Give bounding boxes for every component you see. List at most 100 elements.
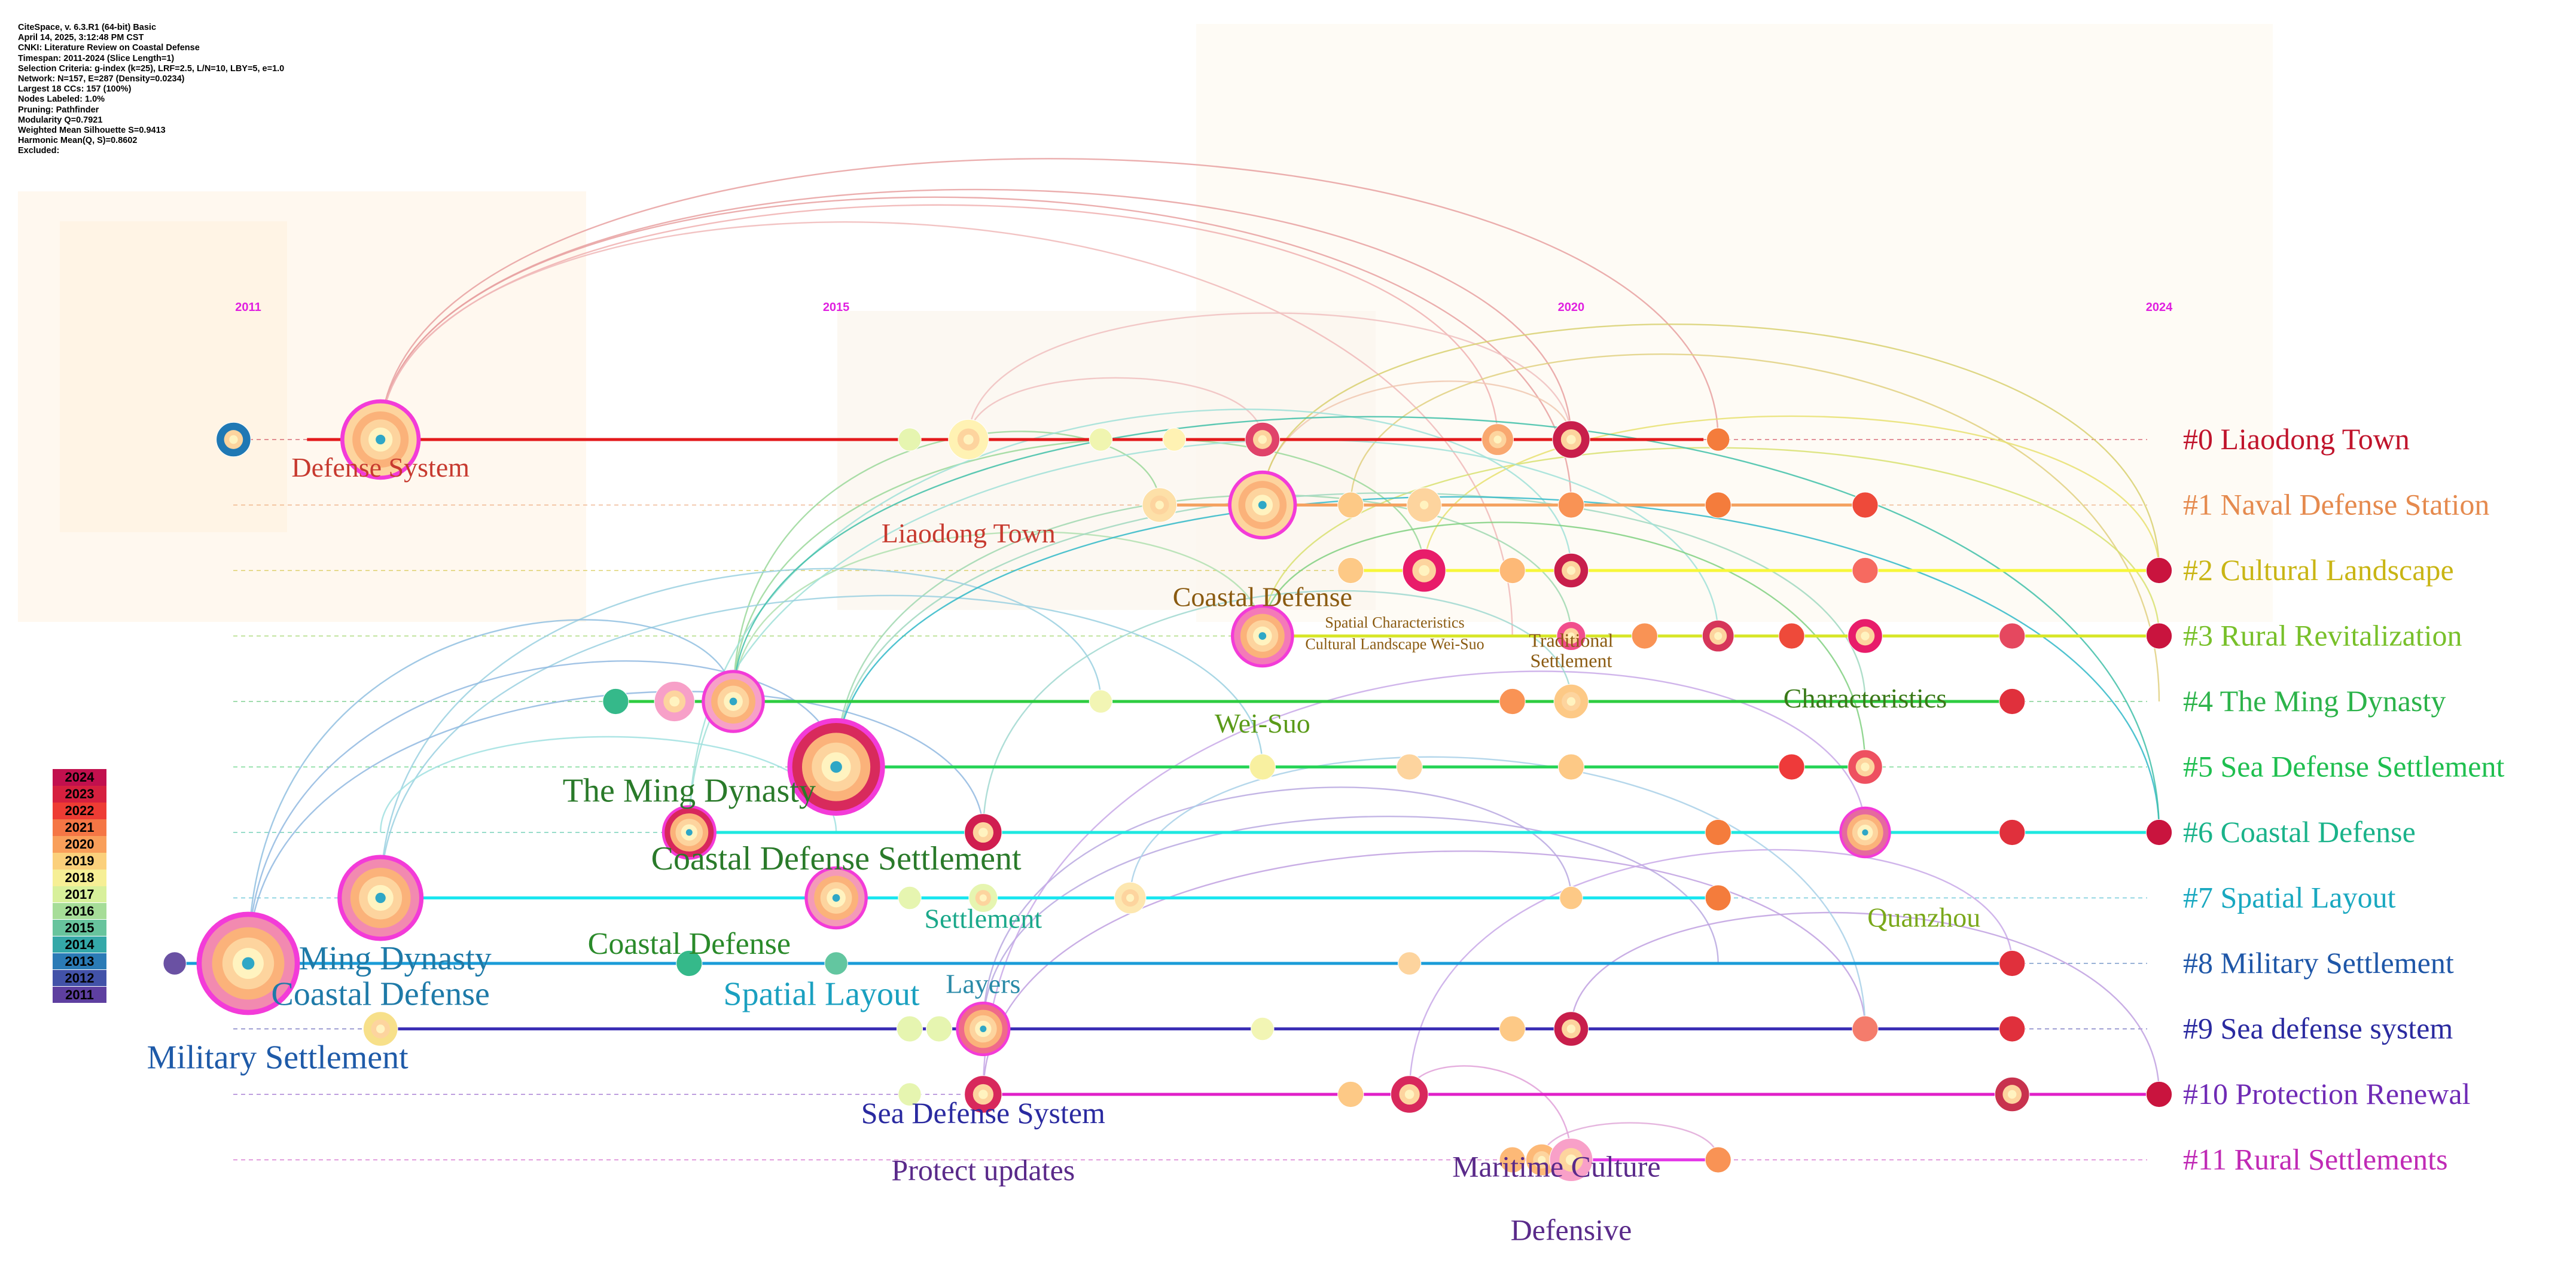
cluster-label: #1 Naval Defense Station	[2183, 488, 2489, 521]
keyword-node	[898, 1082, 922, 1106]
cocitation-arc	[732, 416, 2160, 833]
cocitation-arc	[835, 494, 1572, 767]
cocitation-arc	[688, 408, 1572, 833]
node-center	[729, 697, 737, 706]
node-ring	[1557, 753, 1585, 780]
node-ring	[1705, 1146, 1731, 1173]
keyword-node	[1999, 950, 2026, 977]
node-keyword-label: Defense System	[291, 452, 470, 483]
keyword-node	[1397, 951, 1422, 975]
node-center	[1538, 1155, 1546, 1164]
cluster-label: #3 Rural Revitalization	[2183, 619, 2462, 652]
node-keyword-label: Spatial Layout	[723, 976, 920, 1013]
cocitation-arc	[379, 196, 1572, 505]
legend-year-swatch: 2013	[53, 953, 106, 970]
node-keyword-label: Settlement	[924, 904, 1042, 934]
legend-year-swatch: 2021	[53, 819, 106, 836]
keyword-node	[1499, 557, 1526, 584]
keyword-node	[804, 866, 868, 930]
node-center	[979, 894, 987, 902]
keyword-node	[1525, 1143, 1558, 1176]
node-ring	[163, 951, 187, 975]
keyword-node	[896, 1015, 923, 1042]
node-ring	[1778, 623, 1805, 649]
keyword-node	[824, 951, 848, 975]
node-center	[1493, 435, 1502, 444]
keyword-node	[926, 1015, 953, 1042]
keyword-node	[1778, 753, 1805, 780]
node-ring	[1705, 819, 1731, 846]
cluster-label: #9 Sea defense system	[2183, 1012, 2453, 1045]
keyword-node	[1142, 487, 1178, 523]
legend-year-swatch: 2014	[53, 936, 106, 953]
keyword-node	[1337, 492, 1364, 518]
node-keyword-label: Coastal Defense	[271, 976, 489, 1013]
legend-year-swatch: 2018	[53, 869, 106, 886]
keyword-node	[1852, 1015, 1879, 1042]
cocitation-arc	[688, 439, 1719, 833]
cocitation-arc	[732, 531, 1264, 702]
node-keyword-label: Layers	[946, 969, 1020, 999]
keyword-node	[1553, 1011, 1589, 1047]
keyword-node	[1848, 618, 1883, 654]
node-ring	[1631, 623, 1658, 649]
keyword-node	[1839, 806, 1891, 859]
node-keyword-label: Maritime Culture	[1452, 1150, 1661, 1183]
keyword-node	[702, 670, 765, 733]
keyword-node	[1705, 1146, 1731, 1173]
legend-year-swatch: 2023	[53, 785, 106, 803]
node-center	[1567, 632, 1575, 640]
cocitation-arc	[982, 850, 1866, 1095]
node-center	[229, 435, 238, 444]
node-keyword-label: Military Settlement	[147, 1039, 408, 1076]
network-summary: CiteSpace, v. 6.3.R1 (64-bit) Basic Apri…	[18, 23, 556, 157]
cocitation-arc	[1261, 521, 1866, 767]
node-ring	[1999, 1015, 2026, 1042]
node-center	[1258, 501, 1267, 510]
keyword-node	[1228, 470, 1297, 540]
keyword-node	[1552, 420, 1590, 459]
node-keyword-label: Ming Dynasty	[299, 940, 492, 977]
keyword-node	[964, 1075, 1002, 1113]
meta-line: Weighted Mean Silhouette S=0.9413	[18, 126, 166, 136]
node-ring	[1705, 492, 1731, 518]
keyword-node	[1337, 557, 1364, 584]
year-tick-label: 2011	[235, 301, 261, 314]
node-ring	[1499, 1146, 1526, 1173]
node-keyword-label: Wei-Suo	[1215, 708, 1310, 739]
cluster-label: #11 Rural Settlements	[2183, 1143, 2448, 1176]
node-ring	[1089, 690, 1113, 713]
meta-line: April 14, 2025, 3:12:48 PM CST	[18, 33, 144, 43]
year-color-legend: 2024 2023 2022 2021 2020 2019 2018 2017 2016 2015…	[53, 769, 106, 1003]
node-ring	[2145, 819, 2173, 846]
keyword-node	[1994, 1076, 2030, 1112]
legend-year-swatch: 2020	[53, 835, 106, 853]
node-keyword-label: Protect updates	[891, 1154, 1075, 1187]
node-keyword-label: Defensive	[1511, 1213, 1632, 1247]
legend-year-swatch: 2022	[53, 802, 106, 819]
keyword-node	[661, 805, 717, 860]
node-ring	[1557, 492, 1585, 518]
keyword-node	[787, 718, 885, 816]
node-keyword-label: Settlement	[1530, 650, 1612, 672]
keyword-node	[1499, 688, 1526, 715]
node-ring	[1706, 428, 1730, 451]
node-center	[685, 829, 693, 836]
year-tick-label: 2015	[823, 301, 850, 314]
cocitation-arc	[1129, 756, 1866, 1029]
node-ring	[898, 428, 922, 451]
node-center	[830, 761, 842, 773]
keyword-node	[1706, 428, 1730, 451]
node-ring	[1705, 884, 1731, 911]
node-keyword-label: Characteristics	[1784, 683, 1947, 713]
node-center	[1861, 762, 1870, 771]
node-center	[1258, 632, 1267, 640]
keyword-node	[1553, 684, 1589, 719]
keyword-node	[163, 951, 187, 975]
keyword-node	[956, 1001, 1011, 1057]
node-center	[376, 1024, 385, 1033]
cocitation-arc	[732, 438, 1425, 702]
node-ring	[2145, 1081, 2173, 1108]
node-keyword-label: Sea Defense System	[861, 1096, 1105, 1130]
